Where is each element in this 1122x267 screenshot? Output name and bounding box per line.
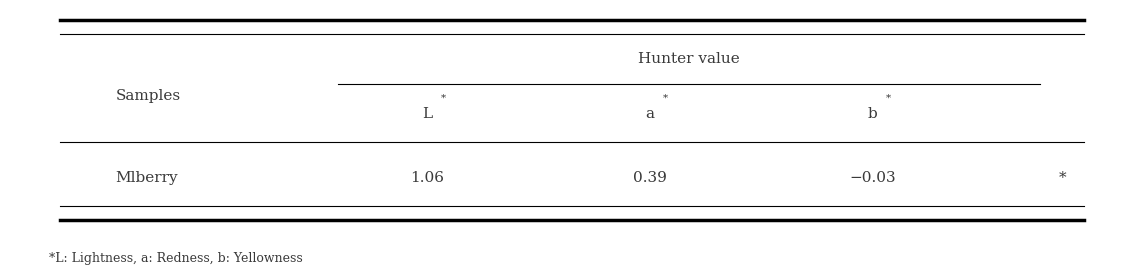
Text: Hunter value: Hunter value (638, 52, 739, 66)
Text: *: * (663, 94, 669, 103)
Text: −0.03: −0.03 (849, 171, 896, 185)
Text: a: a (645, 107, 654, 121)
Text: b: b (868, 107, 877, 121)
Text: *L: Lightness, a: Redness, b: Yellowness: *L: Lightness, a: Redness, b: Yellowness (48, 252, 303, 265)
Text: Samples: Samples (116, 89, 181, 103)
Text: 1.06: 1.06 (411, 171, 444, 185)
Text: *: * (886, 94, 891, 103)
Text: 0.39: 0.39 (633, 171, 668, 185)
Text: *: * (1058, 171, 1066, 185)
Text: Mlberry: Mlberry (116, 171, 178, 185)
Text: *: * (441, 94, 445, 103)
Text: L: L (422, 107, 432, 121)
